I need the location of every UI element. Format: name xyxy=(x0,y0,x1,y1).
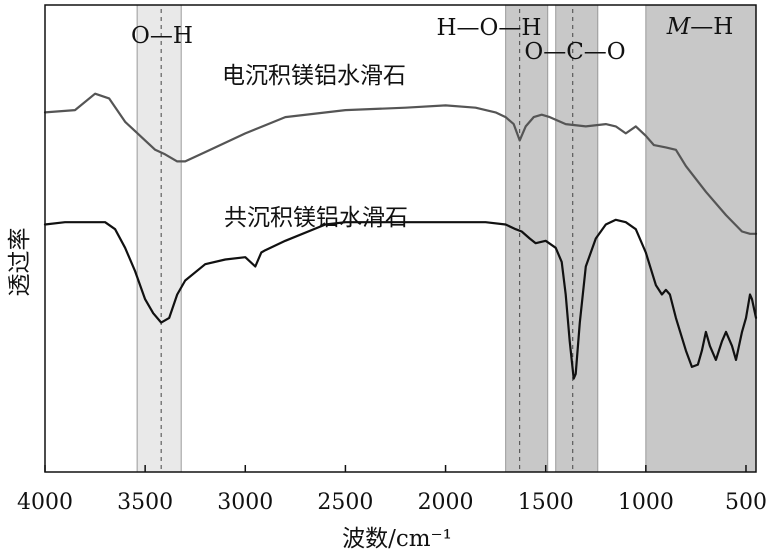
band-label-2: O—C—O xyxy=(524,39,625,65)
band-label-1: H—O—H xyxy=(437,15,542,41)
x-tick-label: 1000 xyxy=(618,490,674,515)
y-axis-title: 透过率 xyxy=(7,228,33,297)
series-line-0 xyxy=(43,92,758,235)
x-tick-label: 3500 xyxy=(117,490,173,515)
x-tick-label: 3000 xyxy=(217,490,273,515)
band-2 xyxy=(555,4,599,473)
x-axis-title: 波数/cm⁻¹ xyxy=(342,526,452,552)
x-tick-label: 2500 xyxy=(317,490,373,515)
band-highlights xyxy=(136,4,757,473)
band-label-0: O—H xyxy=(131,23,193,49)
x-axis-ticks: 4000 3500 3000 2500 2000 1500 1000 500 xyxy=(17,465,767,515)
band-3 xyxy=(645,4,757,473)
x-tick-label: 4000 xyxy=(17,490,73,515)
series-label-coprecipitated: 共沉积镁铝水滑石 xyxy=(224,205,408,231)
spectrum-lines xyxy=(43,92,758,380)
series-label-electrodeposited: 电沉积镁铝水滑石 xyxy=(222,63,406,89)
x-tick-label: 2000 xyxy=(418,490,474,515)
band-1 xyxy=(505,4,549,473)
plot-border xyxy=(44,4,757,473)
band-labels: O—H H—O—HO—C—O M—H xyxy=(131,14,733,65)
band-0 xyxy=(136,4,182,473)
plot-frame xyxy=(44,4,757,473)
x-tick-label: 1500 xyxy=(518,490,574,515)
series-line-1 xyxy=(43,218,758,380)
band-label-3: M—H xyxy=(666,14,734,40)
x-tick-label: 500 xyxy=(725,490,767,515)
